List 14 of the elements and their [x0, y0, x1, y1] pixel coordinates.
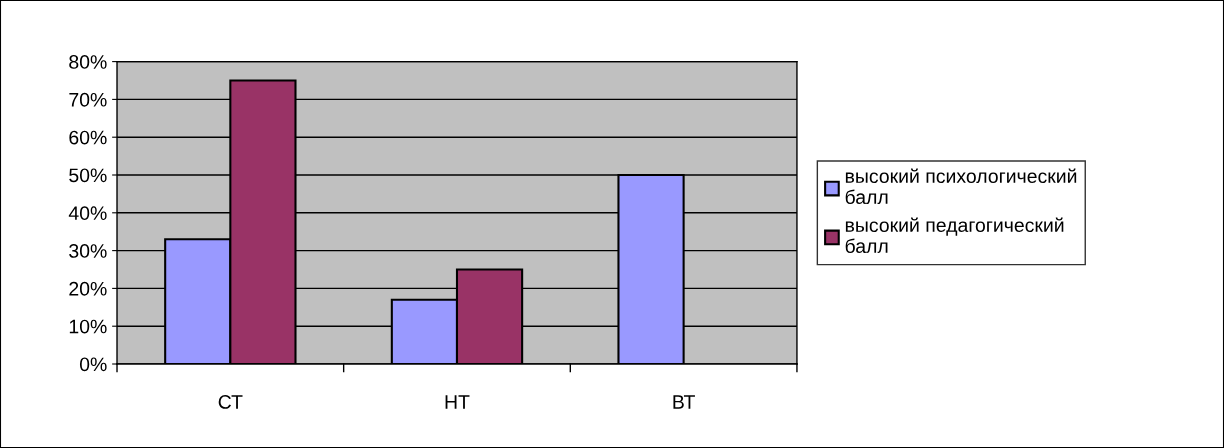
legend-label: высокий педагогический балл: [845, 217, 1064, 253]
y-tick-label: 0%: [79, 357, 107, 372]
x-tick-label: НТ: [445, 395, 470, 409]
y-tick-label: 30%: [69, 244, 107, 258]
legend-label: высокий психологический балл: [845, 168, 1077, 205]
x-tick-label: СТ: [218, 395, 243, 409]
x-tick-label: ВТ: [673, 395, 695, 409]
y-tick-label: 50%: [69, 168, 107, 183]
y-tick-label: 10%: [69, 319, 107, 334]
y-tick-label: 20%: [69, 281, 107, 296]
y-tick-label: 70%: [69, 92, 107, 107]
y-tick-label: 80%: [69, 55, 107, 69]
y-tick-label: 40%: [68, 206, 107, 221]
y-tick-label: 60%: [69, 130, 107, 145]
